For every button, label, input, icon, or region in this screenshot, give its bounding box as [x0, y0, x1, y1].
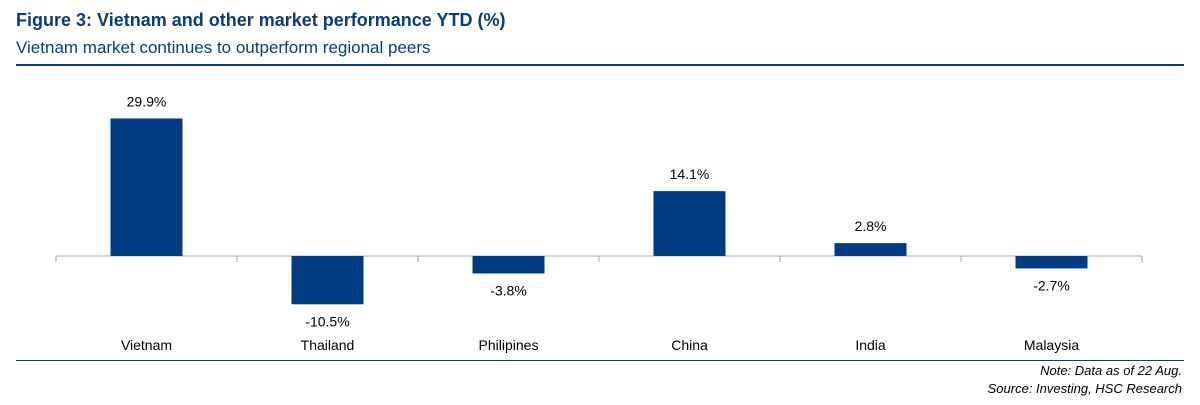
data-label: -3.8%	[490, 282, 527, 298]
category-label: Vietnam	[121, 337, 172, 353]
category-label: Thailand	[301, 337, 355, 353]
data-label: -2.7%	[1033, 277, 1070, 293]
bar-india	[834, 243, 907, 256]
bottom-divider	[16, 360, 1184, 361]
category-label: Malaysia	[1024, 337, 1079, 353]
chart-notes: Note: Data as of 22 Aug. Source: Investi…	[988, 362, 1182, 398]
bar-chart: 29.9% Vietnam -10.5% Thailand -3.8% Philipine…	[55, 93, 1143, 353]
bar-china	[653, 191, 726, 256]
source-note: Source: Investing, HSC Research	[987, 381, 1182, 396]
category-label: Philipines	[479, 337, 539, 353]
top-divider	[16, 64, 1184, 66]
category-label: India	[855, 337, 886, 353]
data-label: 14.1%	[670, 166, 710, 182]
data-label: 2.8%	[855, 218, 887, 234]
data-label: -10.5%	[305, 313, 349, 329]
bar-malaysia	[1015, 256, 1088, 269]
bar-thailand	[291, 256, 364, 305]
data-label: 29.9%	[127, 93, 167, 109]
chart-title: Figure 3: Vietnam and other market perfo…	[16, 10, 506, 30]
bar-vietnam	[110, 118, 183, 257]
data-note: Note: Data as of 22 Aug.	[1040, 363, 1182, 378]
bar-philipines	[472, 256, 545, 274]
category-label: China	[671, 337, 708, 353]
chart-subtitle: Vietnam market continues to outperform r…	[16, 38, 431, 57]
